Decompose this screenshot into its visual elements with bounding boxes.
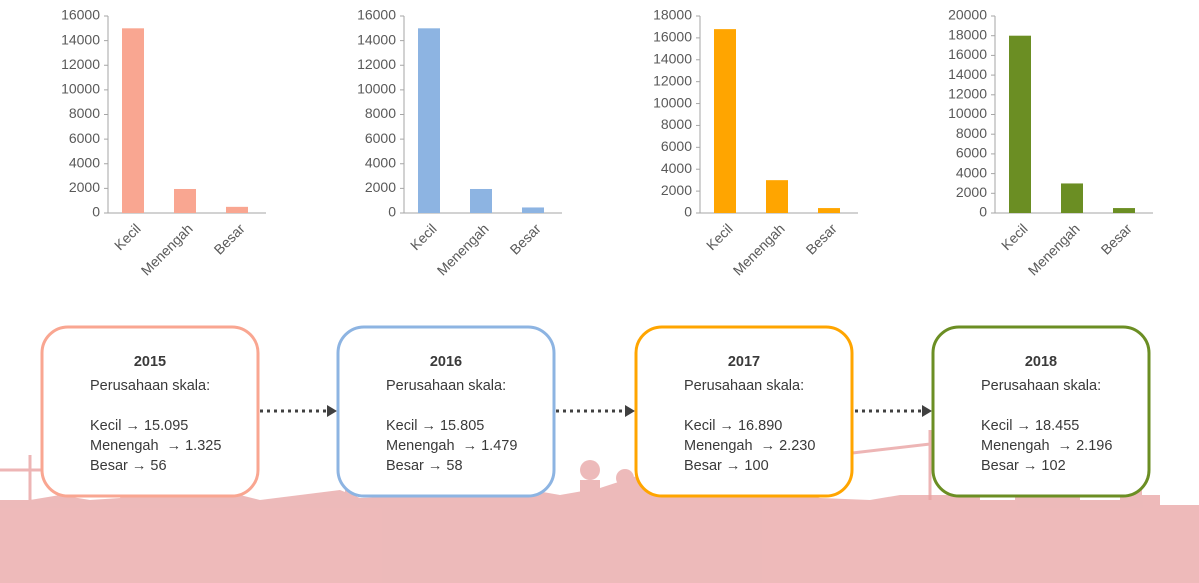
box-line: Menengah → 2.196 [981,438,1112,454]
box-line: Kecil → 15.095 [90,418,188,434]
y-tick-label: 4000 [956,164,987,180]
box-line: Kecil → 18.455 [981,418,1079,434]
box-line: Besar → 56 [90,458,167,474]
bar [174,188,196,213]
bar [122,28,144,213]
x-tick-label: Kecil [998,220,1031,253]
bar-chart: 0 2000 4000 6000 8000 10000 12000 14000 16000 Kec… [357,7,562,279]
box-year: 2016 [430,354,462,370]
box-line: Menengah → 2.230 [684,438,815,454]
bar [766,180,788,213]
box-line: Kecil → 16.890 [684,418,782,434]
box-year: 2017 [728,354,760,370]
bar [1009,35,1031,214]
box-heading: Perusahaan skala: [684,378,804,394]
y-tick-label: 0 [979,204,987,220]
y-tick-label: 2000 [69,179,100,195]
x-tick-label: Kecil [703,220,736,253]
y-tick-label: 8000 [69,105,100,121]
y-tick-label: 6000 [956,145,987,161]
x-tick-label: Menengah [730,220,788,278]
box-line: Menengah → 1.479 [386,438,517,454]
x-tick-label: Menengah [138,220,196,278]
x-tick-label: Kecil [111,220,144,253]
y-tick-label: 6000 [365,130,396,146]
year-box: 2017 Perusahaan skala: Kecil → 16.890 Menen… [634,325,854,498]
bar [470,188,492,213]
y-tick-label: 12000 [357,56,396,72]
bar [522,207,544,213]
y-tick-label: 4000 [661,160,692,176]
y-tick-label: 18000 [653,7,692,23]
y-tick-label: 6000 [69,130,100,146]
y-tick-label: 4000 [365,154,396,170]
bar-chart: 0 2000 4000 6000 8000 10000 12000 14000 16000 Kec… [61,7,266,279]
bar-chart: 0 2000 4000 6000 8000 10000 12000 14000 16000 180… [948,7,1153,279]
y-tick-label: 8000 [365,105,396,121]
y-tick-label: 16000 [653,29,692,45]
y-tick-label: 14000 [948,66,987,82]
y-tick-label: 10000 [653,94,692,110]
y-tick-label: 8000 [956,125,987,141]
bar [1061,183,1083,213]
y-tick-label: 12000 [948,86,987,102]
bar [1113,208,1135,213]
y-tick-label: 18000 [948,26,987,42]
y-tick-label: 2000 [661,182,692,198]
box-line: Kecil → 15.805 [386,418,484,434]
box-frame [40,325,260,498]
y-tick-label: 0 [684,204,692,220]
y-tick-label: 4000 [69,154,100,170]
x-tick-label: Besar [803,220,840,257]
x-tick-label: Besar [507,220,544,257]
y-tick-label: 14000 [61,31,100,47]
y-tick-label: 16000 [948,46,987,62]
box-year: 2018 [1025,354,1057,370]
y-tick-label: 0 [92,204,100,220]
year-box: 2018 Perusahaan skala: Kecil → 18.455 Menen… [931,325,1151,498]
y-tick-label: 16000 [61,7,100,23]
y-tick-label: 12000 [61,56,100,72]
box-frame [634,325,854,498]
year-box: 2016 Perusahaan skala: Kecil → 15.805 Menen… [336,325,556,498]
box-heading: Perusahaan skala: [90,378,210,394]
box-year: 2015 [134,354,166,370]
box-line: Besar → 100 [684,458,769,474]
box-heading: Perusahaan skala: [981,378,1101,394]
y-tick-label: 20000 [948,7,987,23]
y-tick-label: 10000 [357,81,396,97]
y-tick-label: 6000 [661,138,692,154]
y-tick-label: 0 [388,204,396,220]
y-tick-label: 10000 [948,105,987,121]
x-tick-label: Besar [211,220,248,257]
box-frame [931,325,1151,498]
y-tick-label: 8000 [661,116,692,132]
bar-chart: 0 2000 4000 6000 8000 10000 12000 14000 16000 180… [653,7,858,279]
y-tick-label: 2000 [365,179,396,195]
y-tick-label: 14000 [653,50,692,66]
arrowheads [327,405,932,417]
box-line: Besar → 58 [386,458,463,474]
bar [226,206,248,213]
bar [714,29,736,214]
box-line: Besar → 102 [981,458,1066,474]
year-box: 2015 Perusahaan skala: Kecil → 15.095 Menen… [40,325,260,498]
y-tick-label: 2000 [956,184,987,200]
y-tick-label: 10000 [61,81,100,97]
x-tick-label: Menengah [434,220,492,278]
bar [418,28,440,213]
x-tick-label: Kecil [407,220,440,253]
x-tick-label: Besar [1098,220,1135,257]
y-tick-label: 16000 [357,7,396,23]
box-heading: Perusahaan skala: [386,378,506,394]
x-tick-label: Menengah [1025,220,1083,278]
box-line: Menengah → 1.325 [90,438,221,454]
y-tick-label: 14000 [357,31,396,47]
bar [818,208,840,213]
box-frame [336,325,556,498]
y-tick-label: 12000 [653,72,692,88]
